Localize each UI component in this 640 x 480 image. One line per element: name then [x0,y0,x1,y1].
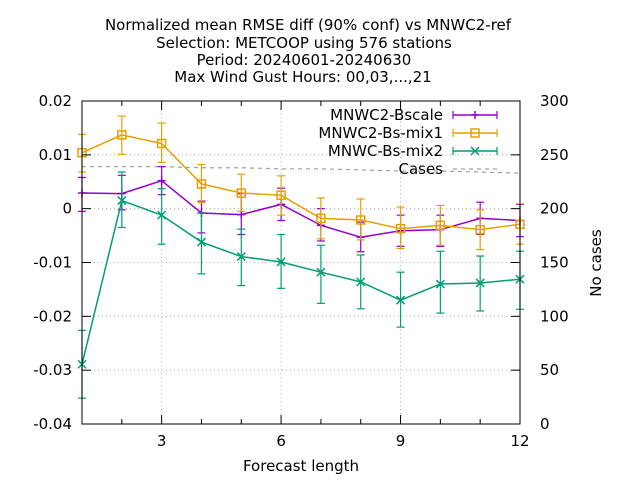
grid [82,100,521,425]
data-point-marker [236,252,246,262]
x-tick-label: 3 [157,432,167,450]
data-point-marker [470,146,480,156]
series-line [81,199,521,365]
data-point-marker [356,277,366,287]
y2-axis-title: No cases [587,229,605,297]
title-line-2: Selection: METCOOP using 576 stations [156,34,452,52]
legend-entry: MNWC2-Bscale [330,106,498,124]
data-point-marker [355,215,366,225]
data-point-marker [435,220,446,231]
title-line-4: Max Wind Gust Hours: 00,03,...,21 [174,68,431,86]
y-tick-label: -0.02 [33,307,72,325]
data-point-marker [117,196,127,206]
data-point-marker [276,257,286,267]
data-point-marker [396,295,406,305]
y2-tick-label: 250 [540,146,569,164]
legend-label: MNWC2-Bs-mix1 [318,124,443,142]
data-point-marker [475,224,485,235]
chart-title: Normalized mean RMSE diff (90% conf) vs … [105,16,512,86]
data-point-marker [470,128,480,138]
legend-label: Cases [398,160,443,178]
y2-tick-label: 200 [540,200,569,218]
y2-tick-label: 300 [540,92,569,110]
data-point-marker [157,210,167,220]
data-point-marker [316,267,326,277]
data-point-marker [196,237,206,247]
data-point-marker [276,190,286,200]
data-point-marker [395,223,406,234]
data-point-marker [475,278,485,288]
y-tick-label: 0 [62,200,72,218]
legend-entry: MNWC2-Bs-mix1 [318,124,498,142]
y2-tick-label: 150 [540,254,569,272]
data-point-marker [316,213,326,224]
cases-series [82,166,521,174]
axis-ticks: 3 6 9 12 -0.04 -0.03 -0.02 -0.01 0 0.01 0.02 0 50 100… [33,92,568,450]
y-tick-label: 0.01 [39,146,72,164]
legend-entry: Cases [398,160,497,178]
legend-label: MNWC-Bs-mix2 [328,142,443,160]
title-line-3: Period: 20240601-20240630 [197,51,412,69]
legend: MNWC2-BscaleMNWC2-Bs-mix1MNWC-Bs-mix2Cas… [318,106,498,178]
cases-line [82,166,521,174]
y2-tick-label: 0 [540,415,550,433]
y2-tick-label: 100 [540,307,569,325]
y-tick-label: -0.01 [33,254,72,272]
data-point-marker [236,188,247,198]
data-point-marker [156,138,167,149]
series-line [81,134,521,231]
data-point-marker [196,179,207,189]
data-point-marker [117,130,127,140]
series-2 [77,115,525,251]
title-line-1: Normalized mean RMSE diff (90% conf) vs … [105,16,512,34]
legend-label: MNWC2-Bscale [330,106,443,124]
x-axis-title: Forecast length [243,457,359,475]
x-tick-label: 6 [276,432,286,450]
y-tick-label: 0.02 [39,92,72,110]
series-line [81,179,521,238]
x-tick-label: 12 [510,432,529,450]
y2-tick-label: 50 [540,361,559,379]
data-point-marker [435,279,445,289]
legend-entry: MNWC-Bs-mix2 [328,142,498,160]
data-series [77,115,525,399]
x-tick-label: 9 [396,432,406,450]
y-tick-label: -0.04 [33,415,72,433]
series-3 [77,171,525,399]
y-tick-label: -0.03 [33,361,72,379]
